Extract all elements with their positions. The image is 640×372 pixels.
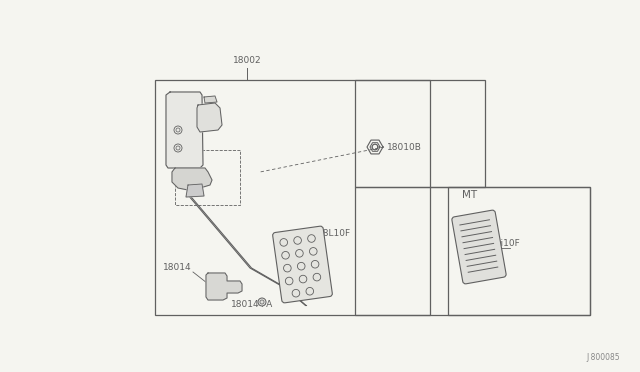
Text: 18014: 18014 <box>163 263 191 272</box>
Bar <box>355 187 590 315</box>
FancyBboxPatch shape <box>452 210 506 284</box>
Text: 18002: 18002 <box>233 56 261 65</box>
Text: MT: MT <box>462 190 477 200</box>
Bar <box>448 187 590 315</box>
Text: 18010B: 18010B <box>387 142 422 151</box>
Bar <box>355 80 485 187</box>
Polygon shape <box>166 92 203 168</box>
Circle shape <box>258 298 266 306</box>
Text: 19i10F: 19i10F <box>490 239 521 248</box>
Polygon shape <box>172 168 212 190</box>
Text: J 800085: J 800085 <box>586 353 620 362</box>
Polygon shape <box>186 184 204 197</box>
Polygon shape <box>204 96 217 103</box>
FancyBboxPatch shape <box>273 226 332 303</box>
Text: 18014+A: 18014+A <box>231 300 273 309</box>
Bar <box>175 150 240 205</box>
Polygon shape <box>206 273 242 300</box>
Bar <box>155 80 430 315</box>
Polygon shape <box>197 103 222 132</box>
Text: 18L10F: 18L10F <box>318 229 351 238</box>
